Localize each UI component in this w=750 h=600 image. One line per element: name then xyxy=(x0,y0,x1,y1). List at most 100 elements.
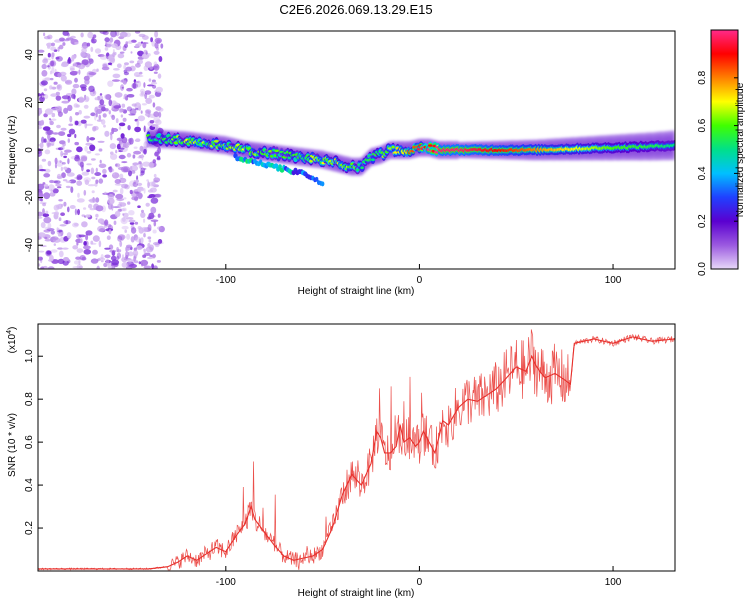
noise-blob xyxy=(119,177,127,184)
noise-blob xyxy=(131,191,139,198)
noise-blob xyxy=(136,119,140,127)
noise-blob xyxy=(104,47,109,51)
noise-blob xyxy=(127,258,133,263)
noise-blob xyxy=(150,219,159,222)
noise-blob xyxy=(148,212,155,220)
noise-blob xyxy=(129,60,135,64)
noise-blob xyxy=(119,147,125,150)
noise-blob xyxy=(139,174,143,177)
noise-blob xyxy=(76,146,83,153)
noise-blob xyxy=(105,258,110,266)
ridge-blob xyxy=(273,154,278,157)
noise-blob xyxy=(98,148,103,152)
noise-blob xyxy=(129,108,137,115)
noise-blob xyxy=(51,66,55,74)
noise-blob xyxy=(87,31,94,39)
noise-blob xyxy=(154,151,159,157)
noise-blob xyxy=(142,254,147,258)
noise-blob xyxy=(135,63,141,68)
y-tick-label: 0 xyxy=(24,147,35,153)
noise-blob xyxy=(70,186,74,193)
noise-blob xyxy=(50,236,59,241)
noise-blob xyxy=(78,234,86,238)
noise-blob xyxy=(120,166,129,173)
noise-blob xyxy=(150,81,158,85)
noise-blob xyxy=(60,212,65,216)
noise-blob xyxy=(83,249,92,255)
noise-blob xyxy=(55,183,62,187)
noise-blob xyxy=(121,183,129,189)
noise-blob xyxy=(138,261,141,265)
noise-blob xyxy=(116,246,119,253)
noise-blob xyxy=(58,250,64,258)
noise-blob xyxy=(60,166,64,171)
noise-blob xyxy=(55,105,63,110)
noise-blob xyxy=(120,79,124,83)
colorbar-ticks: 0.0 0.2 0.4 0.6 0.8 xyxy=(697,70,738,276)
noise-blob xyxy=(41,70,48,77)
noise-blob xyxy=(108,110,112,115)
noise-blob xyxy=(117,235,123,242)
noise-blob xyxy=(70,35,76,39)
noise-blob xyxy=(98,114,102,121)
snr-y-ticks: 0.2 0.4 0.6 0.8 1.0 xyxy=(24,349,43,535)
noise-blob xyxy=(84,145,88,152)
noise-blob xyxy=(118,108,123,113)
colorbar-tick-label: 0.6 xyxy=(697,118,708,132)
noise-blob xyxy=(57,186,62,189)
noise-blob xyxy=(141,209,144,213)
noise-blob xyxy=(41,158,47,162)
noise-blob xyxy=(131,170,136,174)
noise-blob xyxy=(133,146,138,149)
noise-blob xyxy=(43,113,48,118)
noise-blob xyxy=(120,114,124,118)
noise-blob xyxy=(69,67,75,72)
noise-blob xyxy=(153,71,158,74)
noise-blob xyxy=(137,115,146,122)
noise-blob xyxy=(83,104,89,109)
spectral-ridge xyxy=(145,131,675,175)
noise-blob xyxy=(124,62,129,66)
noise-blob xyxy=(147,196,153,199)
ridge-blob xyxy=(355,168,360,172)
noise-blob xyxy=(90,46,94,53)
noise-blob xyxy=(63,155,67,159)
noise-blob xyxy=(76,176,80,181)
noise-blob xyxy=(95,112,98,118)
noise-blob xyxy=(126,106,133,112)
noise-blob xyxy=(95,217,98,220)
noise-blob xyxy=(67,104,73,112)
noise-blob xyxy=(130,51,133,54)
noise-blob xyxy=(111,43,118,49)
noise-blob xyxy=(150,197,159,204)
noise-blob xyxy=(38,108,43,115)
noise-blob xyxy=(129,189,133,195)
noise-blob xyxy=(128,113,136,116)
noise-blob xyxy=(57,258,65,265)
noise-blob xyxy=(102,174,107,178)
noise-blob xyxy=(91,190,95,194)
noise-blob xyxy=(147,236,152,240)
noise-blob xyxy=(38,125,43,130)
noise-blob xyxy=(49,254,54,262)
noise-blob xyxy=(80,238,83,244)
noise-blob xyxy=(51,118,57,121)
noise-blob xyxy=(99,31,108,35)
noise-blob xyxy=(77,63,85,70)
noise-blob xyxy=(61,172,66,179)
noise-blob xyxy=(46,42,53,47)
noise-blob xyxy=(129,222,135,225)
noise-blob xyxy=(138,105,142,111)
noise-blob xyxy=(61,203,64,207)
noise-blob xyxy=(73,222,79,227)
noise-blob xyxy=(43,183,49,188)
noise-blob xyxy=(88,58,94,64)
noise-blob xyxy=(38,49,45,53)
noise-blob xyxy=(67,133,72,138)
noise-blob xyxy=(121,262,128,268)
noise-blob xyxy=(113,68,120,71)
noise-blob xyxy=(143,248,146,252)
noise-blob xyxy=(109,249,117,253)
noise-blob xyxy=(108,62,112,66)
noise-blob xyxy=(65,180,72,183)
